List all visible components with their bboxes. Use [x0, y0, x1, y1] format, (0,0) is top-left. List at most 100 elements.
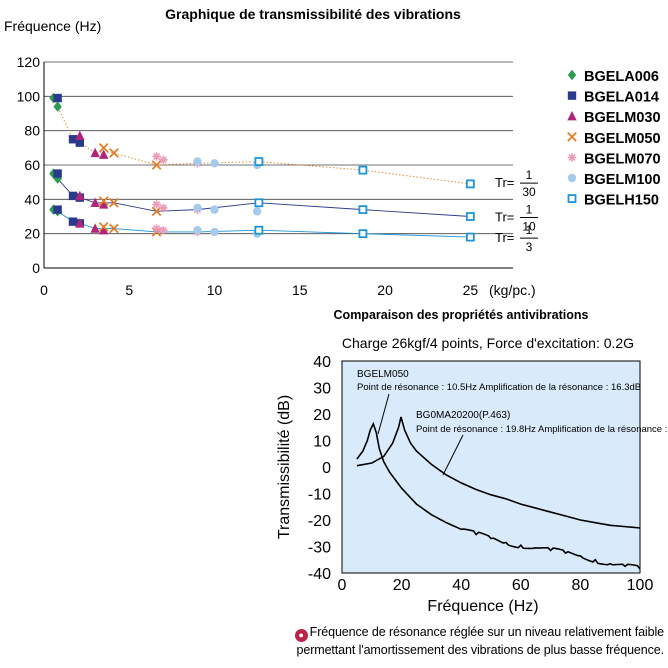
chart2-y-tick-label: -40 — [308, 566, 331, 583]
chart2-y-tick-label: 0 — [322, 460, 331, 477]
chart2-x-tick-label: 0 — [338, 577, 347, 594]
ratio-label-numerator: 1 — [526, 203, 533, 217]
chart1-point-bgelm100 — [252, 207, 262, 216]
chart2-y-tick-label: -20 — [308, 513, 331, 530]
chart1-y-tick-label: 40 — [24, 191, 40, 207]
ratio-label-denominator: 10 — [522, 220, 536, 234]
chart1-point-bgelm100 — [193, 157, 202, 166]
chart1-x-tick-label: 0 — [40, 282, 48, 298]
footnote: ● Fréquence de résonance réglée sur un ni… — [262, 624, 664, 659]
chart2-x-ticks: 0 20 40 60 80 100 — [338, 577, 654, 594]
chart1-point-bgela014 — [68, 217, 78, 226]
antivibration-comparison-chart: Comparaison des propriétés antivibration… — [276, 308, 668, 615]
chart1-point-bgelm030 — [98, 199, 109, 209]
chart1-point-bgelm100 — [193, 203, 202, 213]
chart1-point-bgelm050 — [109, 148, 119, 158]
chart1-x-tick-label: 10 — [207, 282, 223, 298]
chart1-point-bgelm070 — [159, 203, 168, 213]
chart2-y-tick-label: 40 — [313, 354, 331, 371]
chart2-subtitle: Charge 26kgf/4 points, Force d'excitatio… — [342, 335, 634, 351]
chart1-y-label: Fréquence (Hz) — [4, 18, 101, 34]
legend-label-bgelm030: BGELM030 — [584, 110, 661, 126]
chart1-y-ticks: 0 20 40 60 80 100 120 — [17, 54, 41, 276]
legend-label-bgelm100: BGELM100 — [584, 172, 661, 188]
chart1-legend: BGELA006 BGELA014 BGELM030 BGELM050 BGELM070… — [567, 69, 661, 209]
chart1-x-ticks: 0 5 10 15 20 25 — [40, 282, 478, 298]
chart2-y-tick-label: -30 — [308, 540, 331, 557]
chart1-x-tick-label: 25 — [463, 282, 479, 298]
legend-marker-bgelm100 — [567, 173, 577, 183]
legend-marker-bgela014 — [567, 91, 577, 100]
chart1-point-bgela014 — [53, 93, 62, 103]
footnote-text: Fréquence de résonance réglée sur un niv… — [296, 625, 664, 657]
legend-marker-bgelm050 — [567, 131, 577, 142]
chart1-point-bgelm050 — [98, 196, 109, 206]
chart1-point-bgelm100 — [210, 159, 219, 168]
chart2-x-tick-label: 60 — [512, 577, 530, 594]
chart1-point-bgelm050 — [98, 142, 109, 153]
legend-label-bgela014: BGELA014 — [584, 90, 659, 106]
chart1-point-bgelm030 — [75, 190, 85, 201]
chart1-x-tick-label: 5 — [125, 282, 133, 298]
ratio-label-denominator: 30 — [522, 185, 536, 199]
chart1-point-bgelm030 — [75, 218, 85, 228]
legend-marker-bgelm030 — [567, 111, 577, 121]
chart1-point-bgelh150 — [465, 179, 475, 189]
chart1-gridlines — [43, 61, 513, 269]
legend-label-bgela006: BGELA006 — [584, 69, 659, 85]
annotation-2-leader — [442, 434, 464, 476]
chart1-point-bgela006 — [49, 204, 58, 215]
chart2-x-tick-label: 20 — [393, 577, 411, 594]
chart1-x-tick-label: 15 — [292, 282, 308, 298]
chart1-y-tick-label: 100 — [17, 88, 41, 104]
chart1-trend-lines — [52, 97, 471, 238]
chart1-point-bgelm050 — [109, 197, 119, 208]
chart1-point-bgelm030 — [90, 197, 100, 207]
chart1-y-tick-label: 20 — [24, 226, 40, 242]
chart1-point-bgela014 — [53, 205, 62, 214]
ratio-label-prefix: Tr= — [495, 210, 514, 225]
chart1-point-bgela006 — [49, 92, 58, 104]
chart1-point-bgelh150 — [254, 225, 264, 235]
transmissibility-chart: Graphique de transmissibilité des vibrat… — [4, 6, 661, 298]
chart1-x-label: (kg/pc.) — [489, 282, 536, 298]
chart1-point-bgelh150 — [254, 157, 264, 166]
chart1-point-bgelm030 — [90, 147, 100, 158]
chart1-trend-line — [52, 97, 471, 185]
legend-marker-bgelh150 — [567, 194, 577, 204]
chart2-y-tick-label: 20 — [313, 407, 331, 424]
chart1-y-tick-label: 80 — [24, 123, 40, 139]
chart1-point-bgela014 — [75, 138, 85, 147]
ratio-label-numerator: 1 — [526, 223, 533, 237]
chart2-series-lines — [356, 416, 640, 570]
chart2-x-tick-label: 80 — [572, 577, 590, 594]
chart2-line-bg0ma20200-p-463 — [356, 416, 640, 529]
chart2-x-tick-label: 100 — [627, 577, 654, 594]
chart1-trend-line — [53, 173, 471, 217]
chart1-y-tick-label: 0 — [32, 260, 40, 276]
chart1-point-bgelm070 — [159, 155, 168, 165]
chart1-point-bgelm100 — [210, 227, 219, 237]
alert-bulb-icon: ● — [294, 629, 308, 642]
chart1-x-tick-label: 20 — [377, 282, 393, 298]
chart1-point-bgelh150 — [254, 198, 264, 208]
legend-label-bgelm070: BGELM070 — [584, 151, 661, 167]
chart1-point-bgelm050 — [98, 221, 109, 232]
chart2-x-tick-label: 40 — [452, 577, 470, 594]
chart2-y-tick-label: -10 — [308, 487, 331, 504]
chart1-point-bgelm100 — [193, 226, 202, 235]
chart2-y-tick-label: 30 — [313, 381, 331, 398]
chart1-title: Graphique de transmissibilité des vibrat… — [165, 6, 461, 22]
chart1-point-bgelh150 — [358, 165, 368, 175]
annotation-1-leader — [377, 393, 390, 435]
chart2-y-label: Transmissibilité (dB) — [276, 395, 293, 539]
chart1-point-bgela014 — [68, 191, 78, 201]
ratio-label-numerator: 1 — [526, 168, 533, 182]
chart1-point-bgela006 — [53, 101, 62, 112]
chart1-point-bgelm070 — [152, 224, 161, 233]
legend-marker-bgela006 — [567, 69, 577, 81]
chart1-point-bgelh150 — [465, 232, 475, 242]
legend-label-bgelm050: BGELM050 — [584, 131, 661, 147]
chart1-point-bgelm050 — [151, 160, 162, 170]
